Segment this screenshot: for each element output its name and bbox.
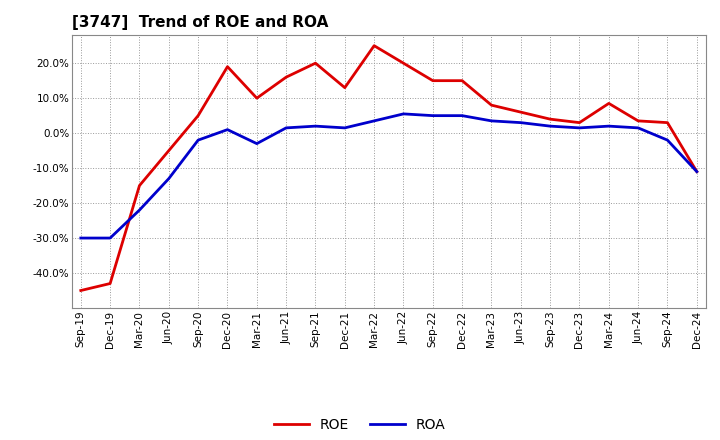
ROE <box>399 61 408 66</box>
ROE <box>634 118 642 124</box>
ROE <box>370 43 379 48</box>
ROA <box>428 113 437 118</box>
ROA <box>223 127 232 132</box>
ROE <box>428 78 437 83</box>
ROA <box>341 125 349 131</box>
Legend: ROE, ROA: ROE, ROA <box>269 412 451 437</box>
ROA <box>487 118 496 124</box>
ROE <box>546 117 554 122</box>
ROA <box>399 111 408 117</box>
ROA <box>311 124 320 129</box>
ROE <box>311 61 320 66</box>
ROA <box>605 124 613 129</box>
Line: ROE: ROE <box>81 46 697 290</box>
ROA <box>370 118 379 124</box>
ROA <box>516 120 525 125</box>
ROA <box>164 176 173 181</box>
ROA <box>194 137 202 143</box>
Text: [3747]  Trend of ROE and ROA: [3747] Trend of ROE and ROA <box>72 15 328 30</box>
ROA <box>106 235 114 241</box>
ROE <box>76 288 85 293</box>
ROA <box>135 207 144 213</box>
ROA <box>253 141 261 146</box>
ROE <box>223 64 232 70</box>
ROE <box>605 101 613 106</box>
ROA <box>575 125 584 131</box>
ROE <box>106 281 114 286</box>
ROE <box>164 148 173 153</box>
ROE <box>487 103 496 108</box>
ROE <box>693 169 701 174</box>
ROA <box>693 169 701 174</box>
ROA <box>546 124 554 129</box>
ROA <box>76 235 85 241</box>
ROE <box>253 95 261 101</box>
ROA <box>634 125 642 131</box>
ROE <box>282 74 290 80</box>
ROE <box>663 120 672 125</box>
ROE <box>575 120 584 125</box>
ROE <box>341 85 349 90</box>
ROE <box>194 113 202 118</box>
ROA <box>663 137 672 143</box>
ROE <box>135 183 144 188</box>
ROA <box>282 125 290 131</box>
ROA <box>458 113 467 118</box>
Line: ROA: ROA <box>81 114 697 238</box>
ROE <box>516 110 525 115</box>
ROE <box>458 78 467 83</box>
